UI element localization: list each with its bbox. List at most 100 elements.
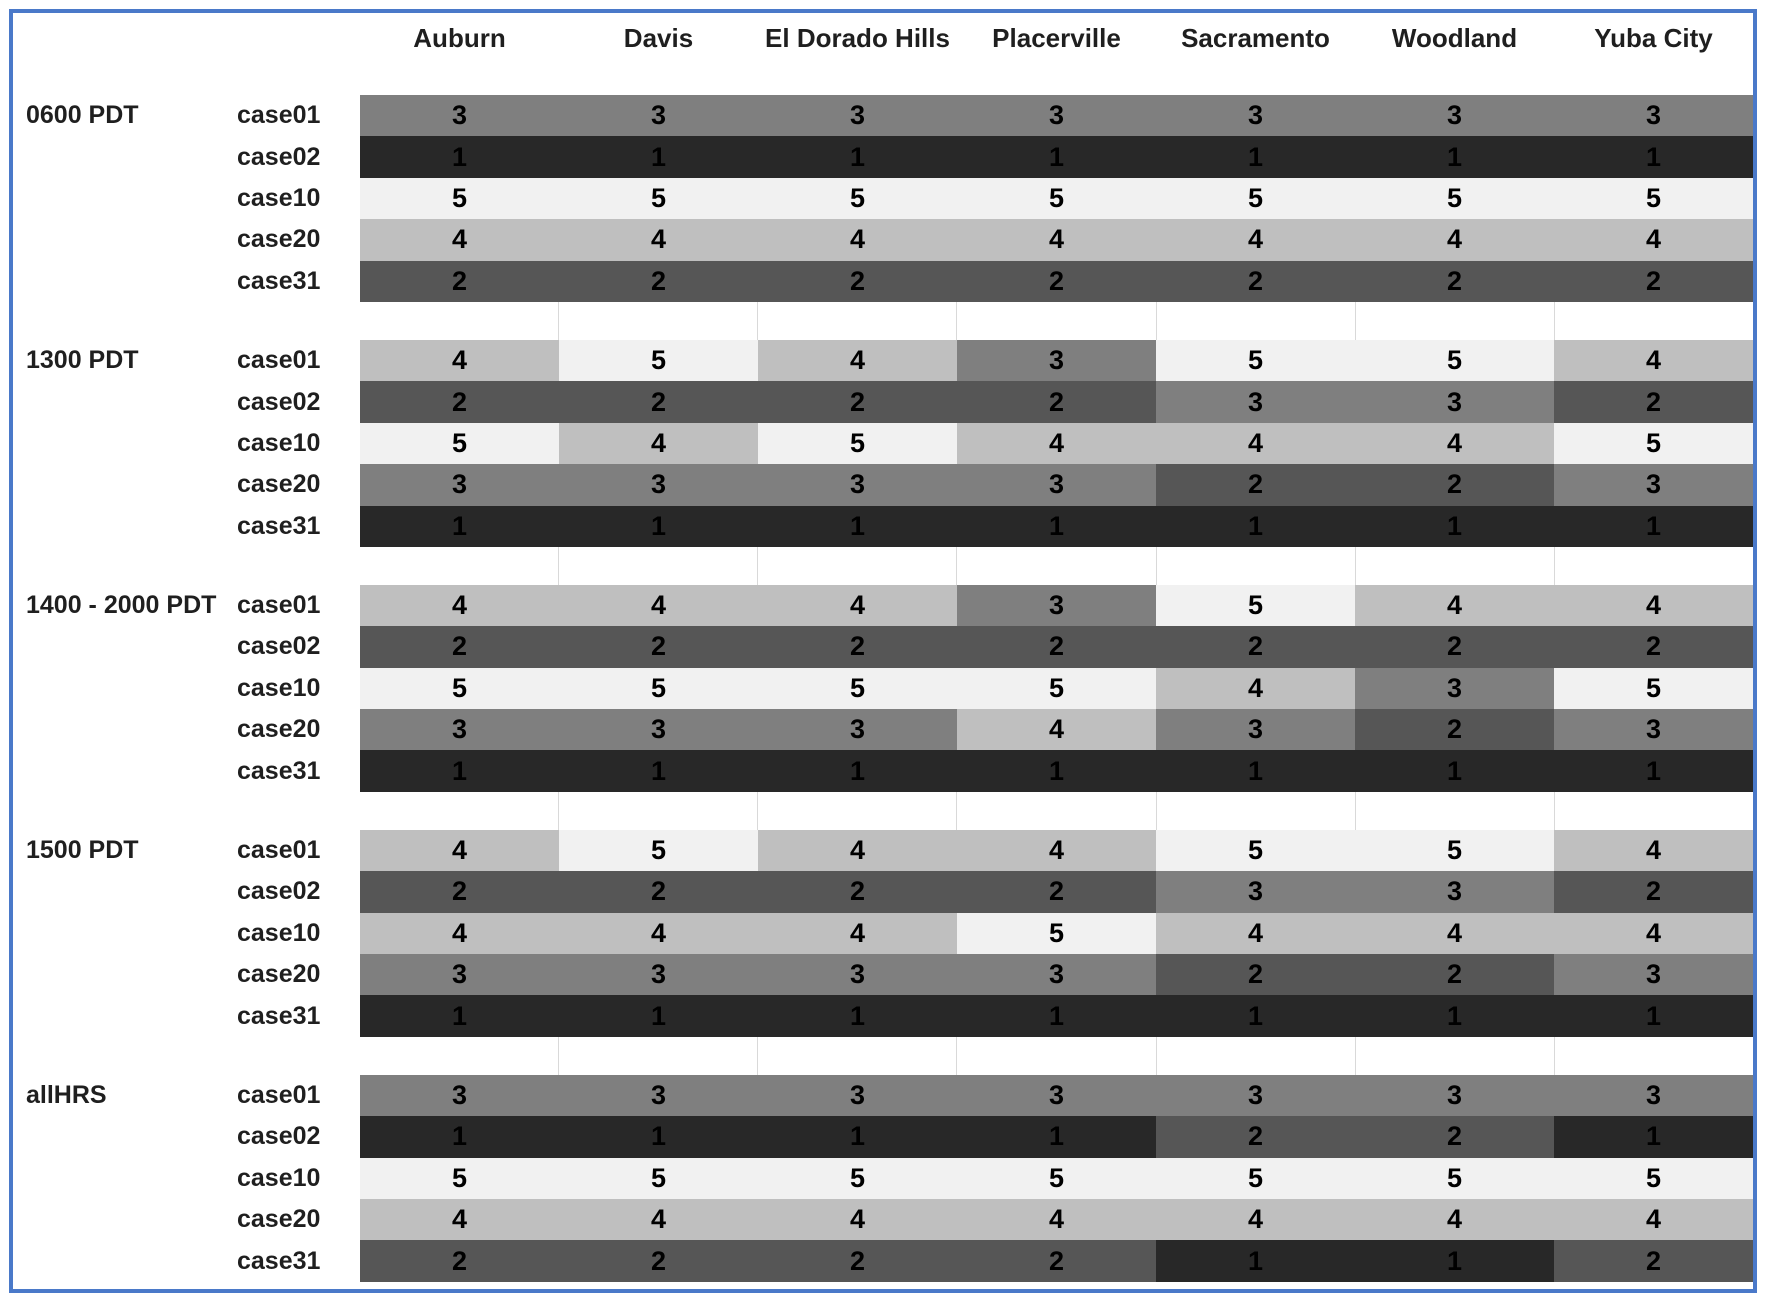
heatmap-cell: 2 [758, 626, 957, 668]
heatmap-cell: 3 [758, 95, 957, 137]
case-label: case20 [237, 715, 321, 744]
heatmap-cell: 5 [1554, 422, 1753, 465]
case-label: case01 [237, 101, 321, 130]
separator-label-spacer [13, 302, 360, 340]
column-grid-line [1354, 791, 1554, 830]
heatmap-cell: 4 [559, 422, 758, 465]
case-label: case10 [237, 673, 321, 702]
heatmap-cell: 1 [758, 505, 957, 547]
heatmap-cell: 2 [1156, 1116, 1355, 1158]
heatmap-cell: 3 [957, 95, 1156, 137]
heatmap-cell: 1 [1355, 1240, 1554, 1282]
case-label: case20 [237, 1205, 321, 1234]
heatmap-cell: 4 [360, 1198, 559, 1241]
column-grid-line [1553, 1036, 1753, 1075]
heatmap-cell: 2 [1355, 260, 1554, 302]
heatmap-row: case02 1 1 1 1 2 2 1 [13, 1116, 1753, 1158]
case-label: case31 [237, 266, 321, 295]
heatmap-cell: 1 [758, 995, 957, 1037]
case-label: case20 [237, 470, 321, 499]
heatmap-body: 0600 PDT case01 3 3 3 3 3 3 3 case02 1 1 1 1 1 1 1 case10… [13, 95, 1753, 1282]
heatmap-cell: 3 [360, 709, 559, 751]
heatmap-cell: 1 [360, 505, 559, 547]
group-label: 1300 PDT [26, 346, 139, 375]
case-label: case02 [237, 877, 321, 906]
heatmap-cell: 4 [957, 219, 1156, 261]
group-label [13, 261, 237, 302]
heatmap-row: case02 2 2 2 2 3 3 2 [13, 871, 1753, 913]
heatmap-cell: 5 [1355, 1157, 1554, 1199]
heatmap-cell: 5 [758, 177, 957, 220]
column-grid-line [558, 301, 757, 340]
heatmap-cell: 5 [1554, 177, 1753, 220]
heatmap-row: 1400 - 2000 PDT case01 4 4 4 3 5 4 4 [13, 584, 1753, 627]
column-grid-line [757, 546, 956, 585]
group-label [13, 750, 237, 791]
heatmap-cell: 5 [957, 667, 1156, 710]
separator-label-spacer [13, 1037, 360, 1075]
case-label: case10 [237, 183, 321, 212]
column-grid-line [1553, 301, 1753, 340]
case-label: case10 [237, 428, 321, 457]
heatmap-cell: 1 [559, 136, 758, 178]
heatmap-cell: 3 [1554, 954, 1753, 996]
heatmap-cell: 3 [1554, 95, 1753, 137]
heatmap-cell: 3 [1554, 1074, 1753, 1117]
heatmap-cell: 3 [559, 1074, 758, 1117]
heatmap-cell: 4 [360, 339, 559, 382]
case-label: case20 [237, 960, 321, 989]
heatmap-cell: 3 [957, 1074, 1156, 1117]
heatmap-row: case02 1 1 1 1 1 1 1 [13, 136, 1753, 178]
heatmap-cell: 4 [1355, 422, 1554, 465]
heatmap-cell: 4 [758, 829, 957, 872]
heatmap-cell: 2 [957, 260, 1156, 302]
heatmap-cell: 3 [559, 709, 758, 751]
heatmap-row: case20 3 3 3 4 3 2 3 [13, 709, 1753, 751]
heatmap-cell: 5 [1355, 339, 1554, 382]
heatmap-cell: 1 [360, 1116, 559, 1158]
case-label: case02 [237, 1122, 321, 1151]
column-grid-line [1155, 1036, 1355, 1075]
heatmap-cell: 4 [1554, 339, 1753, 382]
heatmap-cell: 2 [1554, 260, 1753, 302]
heatmap-row: case10 5 5 5 5 5 5 5 [13, 1157, 1753, 1199]
heatmap-cell: 1 [1355, 136, 1554, 178]
heatmap-cell: 5 [758, 422, 957, 465]
heatmap-cell: 1 [957, 136, 1156, 178]
heatmap-cell: 2 [360, 626, 559, 668]
heatmap-cell: 2 [1554, 626, 1753, 668]
heatmap-cell: 2 [1156, 626, 1355, 668]
heatmap-row: case31 1 1 1 1 1 1 1 [13, 505, 1753, 547]
column-header: Woodland [1391, 23, 1518, 53]
heatmap-cell: 4 [758, 912, 957, 955]
heatmap-cell: 5 [957, 1157, 1156, 1199]
heatmap-cell: 2 [559, 871, 758, 913]
heatmap-cell: 4 [1554, 584, 1753, 627]
heatmap-cell: 4 [559, 912, 758, 955]
heatmap-cell: 5 [360, 1157, 559, 1199]
heatmap-cell: 4 [360, 584, 559, 627]
heatmap-cell: 4 [1355, 1198, 1554, 1241]
heatmap-cell: 3 [758, 464, 957, 506]
column-grid-line [558, 791, 757, 830]
heatmap-cell: 3 [1156, 1074, 1355, 1117]
column-grid-line [757, 791, 956, 830]
heatmap-cell: 1 [559, 505, 758, 547]
heatmap-cell: 5 [1554, 667, 1753, 710]
column-header: El Dorado Hills [765, 23, 950, 53]
heatmap-cell: 5 [1355, 829, 1554, 872]
heatmap-cell: 5 [360, 422, 559, 465]
group-separator [13, 546, 1753, 585]
heatmap-cell: 2 [758, 381, 957, 423]
heatmap-cell: 4 [957, 829, 1156, 872]
heatmap-cell: 4 [957, 709, 1156, 751]
heatmap-cell: 4 [758, 584, 957, 627]
heatmap-cell: 5 [1156, 339, 1355, 382]
heatmap-cell: 1 [957, 995, 1156, 1037]
heatmap-cell: 4 [758, 1198, 957, 1241]
column-grid-line [558, 1036, 757, 1075]
heatmap-cell: 1 [1554, 505, 1753, 547]
heatmap-cell: 3 [1355, 871, 1554, 913]
column-header: Davis [623, 23, 694, 53]
heatmap-cell: 1 [957, 750, 1156, 792]
